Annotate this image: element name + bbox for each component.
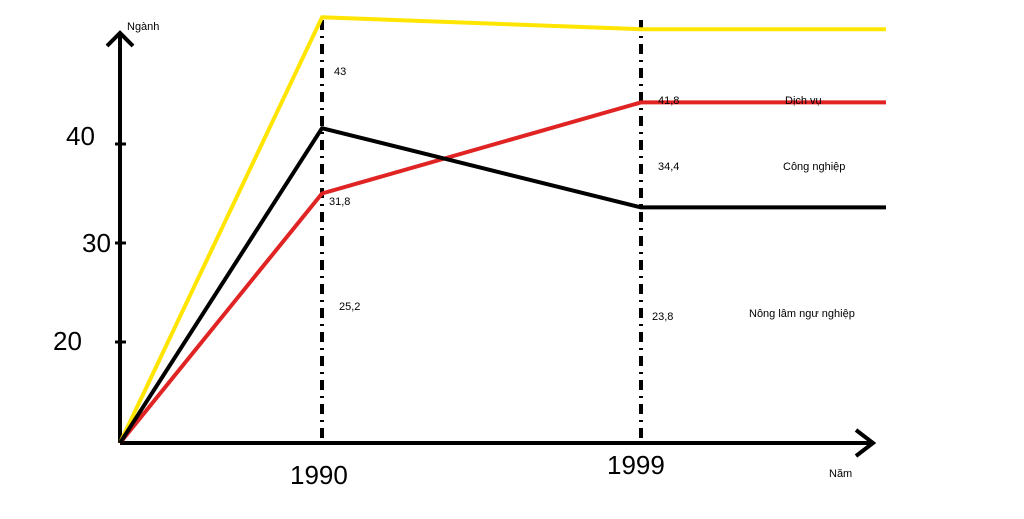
y-axis-arrow [105, 30, 135, 48]
series-name-nong-lam-ngu-nghiep: Nông lâm ngư nghiệp [749, 308, 855, 320]
data-label-cong-nghiep-1999: 34,4 [658, 161, 679, 173]
x-axis-arrow [854, 428, 877, 458]
x-tick-label-1999: 1999 [607, 450, 665, 480]
series-name-dich-vu: Dịch vụ [785, 95, 822, 107]
data-label-dich-vu-1990: 43 [334, 66, 346, 78]
data-label-dich-vu-1999: 41,8 [658, 95, 679, 107]
y-tick-label-20: 20 [53, 326, 82, 356]
series-name-cong-nghiep: Công nghiệp [783, 161, 845, 173]
x-tick-label-1990: 1990 [290, 460, 348, 490]
y-axis-title: Ngành [127, 21, 159, 33]
data-label-nong-lam-1999: 23,8 [652, 311, 673, 323]
series-line-cong-nghiep [118, 100, 886, 445]
y-tick-label-30: 30 [82, 228, 111, 258]
x-axis-title: Năm [829, 468, 852, 480]
series-line-nong-lam-ngu-nghiep [118, 126, 886, 445]
series-line-dich-vu [118, 15, 886, 444]
y-tick-label-40: 40 [66, 121, 95, 151]
data-label-cong-nghiep-1990: 25,2 [339, 301, 360, 313]
data-label-nong-lam-1990: 31,8 [329, 196, 350, 208]
